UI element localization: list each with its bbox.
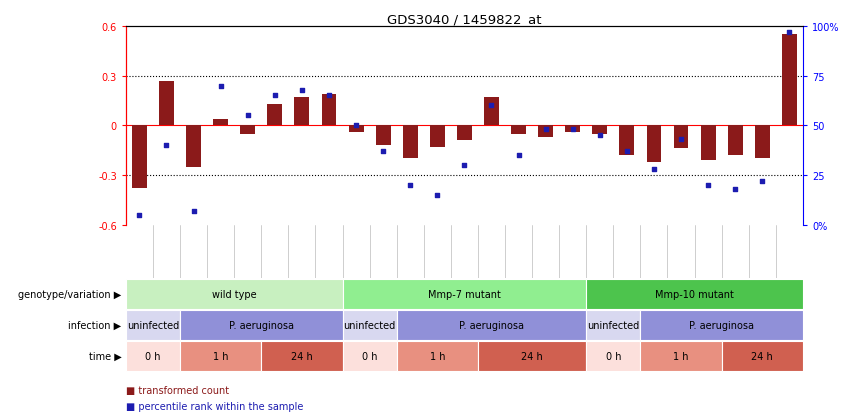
Bar [126,341,180,371]
Point [322,93,336,100]
Point [214,83,227,90]
Point [376,148,390,155]
Bar [565,126,580,133]
Point [349,123,363,129]
Bar [721,341,803,371]
Bar [478,341,586,371]
Bar [511,126,526,134]
Point [647,166,661,173]
Bar [321,95,337,126]
Bar [538,126,553,138]
Point [404,182,418,189]
Text: genotype/variation ▶: genotype/variation ▶ [18,289,122,299]
Bar [755,126,770,159]
Bar [430,126,444,147]
Text: P. aeruginosa: P. aeruginosa [229,320,293,330]
Point [674,137,688,143]
Bar [343,311,397,340]
Point [620,148,634,155]
Point [593,133,607,139]
Bar [484,98,499,126]
Bar [457,126,472,141]
Bar [349,126,364,133]
Text: 1 h: 1 h [674,351,689,361]
Bar [641,341,721,371]
Text: 0 h: 0 h [145,351,161,361]
Text: uninfected: uninfected [127,320,179,330]
Bar [674,126,688,149]
Text: P. aeruginosa: P. aeruginosa [689,320,754,330]
Point [539,127,553,133]
Point [728,186,742,193]
Text: uninfected: uninfected [588,320,640,330]
Text: Mmp-7 mutant: Mmp-7 mutant [428,289,501,299]
Bar [376,126,391,146]
Point [160,142,174,149]
Bar [294,98,309,126]
Bar [261,341,343,371]
Title: GDS3040 / 1459822_at: GDS3040 / 1459822_at [387,13,542,26]
Point [187,208,201,214]
Text: 24 h: 24 h [752,351,773,361]
Point [457,162,471,169]
Point [755,178,769,185]
Bar [180,341,261,371]
Point [511,152,525,159]
Point [133,212,147,218]
Bar [403,126,418,159]
Bar [586,311,641,340]
Bar [126,280,343,309]
Bar [267,104,282,126]
Text: 24 h: 24 h [521,351,543,361]
Bar [782,35,797,126]
Text: infection ▶: infection ▶ [69,320,122,330]
Bar [186,126,201,167]
Text: Mmp-10 mutant: Mmp-10 mutant [655,289,734,299]
Bar [397,341,478,371]
Bar [727,126,743,156]
Bar [700,126,715,161]
Point [782,29,796,36]
Bar [620,126,635,156]
Bar [180,311,343,340]
Point [484,103,498,109]
Point [295,87,309,94]
Text: ■ percentile rank within the sample: ■ percentile rank within the sample [126,401,303,411]
Bar [647,126,661,162]
Text: uninfected: uninfected [344,320,396,330]
Point [701,182,715,189]
Bar [641,311,803,340]
Bar [343,341,397,371]
Text: P. aeruginosa: P. aeruginosa [459,320,524,330]
Bar [159,81,174,126]
Bar [592,126,608,134]
Bar [586,280,803,309]
Bar [343,280,586,309]
Text: 24 h: 24 h [291,351,312,361]
Bar [240,126,255,134]
Text: time ▶: time ▶ [89,351,122,361]
Text: ■ transformed count: ■ transformed count [126,385,229,395]
Point [566,127,580,133]
Text: 0 h: 0 h [362,351,378,361]
Bar [397,311,586,340]
Text: wild type: wild type [212,289,257,299]
Bar [214,119,228,126]
Text: 0 h: 0 h [606,351,621,361]
Text: 1 h: 1 h [430,351,445,361]
Point [431,192,444,199]
Point [268,93,282,100]
Point [240,113,254,119]
Text: 1 h: 1 h [213,351,228,361]
Bar [126,311,180,340]
Bar [132,126,147,189]
Bar [586,341,641,371]
